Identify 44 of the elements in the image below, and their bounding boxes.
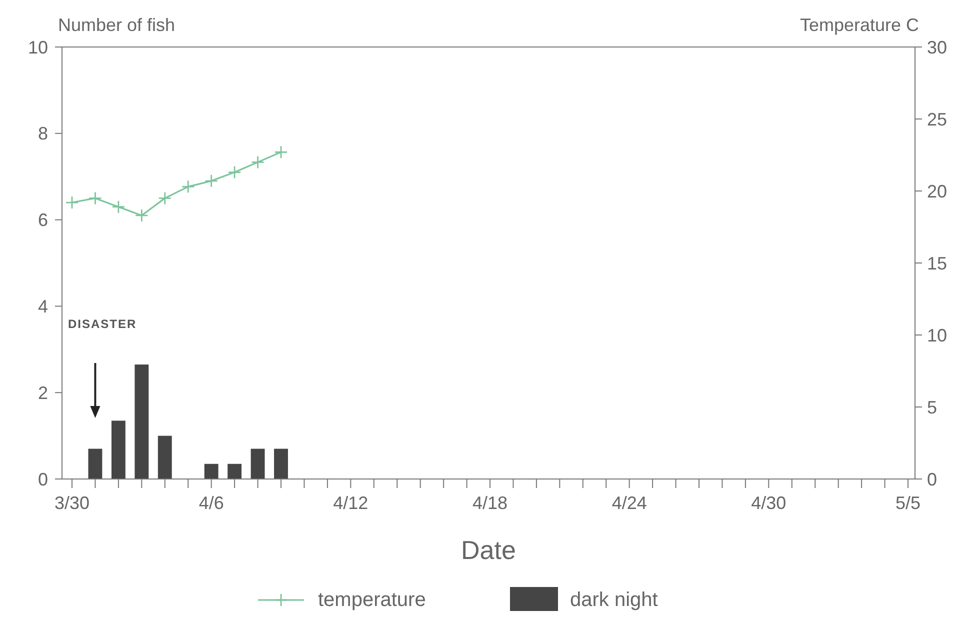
bar	[228, 464, 242, 479]
bar	[88, 448, 102, 479]
y-tick-label: 4	[38, 296, 48, 316]
y-tick-label: 0	[38, 469, 48, 490]
y2-tick-label: 10	[927, 325, 948, 346]
x-tick-label: 4/6	[198, 493, 224, 513]
y2-tick-label: 20	[927, 181, 948, 202]
x-tick-label: 4/30	[751, 493, 786, 513]
y2-tick-label: 15	[927, 253, 948, 274]
x-tick-label: 4/12	[333, 493, 368, 513]
bar	[250, 448, 265, 479]
y2-tick-label: 25	[927, 109, 948, 130]
point	[134, 208, 148, 222]
point	[88, 192, 102, 205]
y-tick-label: 10	[28, 37, 48, 58]
y-axis-title: Number of fish	[58, 15, 176, 35]
x-tick-label: 4/24	[612, 493, 647, 513]
point	[251, 156, 264, 169]
y2-tick-label: 0	[927, 469, 938, 490]
y2-axis-title: Temperature C	[800, 15, 919, 35]
bar	[204, 464, 218, 479]
legend-label: dark night	[570, 589, 658, 611]
point	[112, 200, 126, 214]
bar	[274, 448, 288, 479]
point	[204, 174, 218, 188]
point	[181, 180, 195, 194]
y-tick-label: 8	[38, 124, 48, 144]
legend-label: temperature	[318, 589, 426, 611]
x-tick-label: 5/5	[895, 493, 921, 513]
y-tick-label: 2	[38, 382, 48, 403]
point	[228, 166, 242, 179]
point	[158, 192, 172, 205]
annotation: DISASTER	[68, 317, 137, 331]
bar	[158, 436, 172, 479]
y2-tick-label: 30	[927, 37, 948, 58]
x-axis-title: Date	[461, 535, 516, 565]
bar	[134, 364, 149, 479]
y2-tick-label: 5	[927, 397, 938, 418]
point	[65, 196, 79, 210]
x-tick-label: 3/30	[54, 493, 90, 513]
point	[274, 145, 288, 159]
x-tick-label: 4/18	[472, 493, 508, 513]
bar	[111, 420, 126, 479]
y-tick-label: 6	[38, 210, 48, 230]
